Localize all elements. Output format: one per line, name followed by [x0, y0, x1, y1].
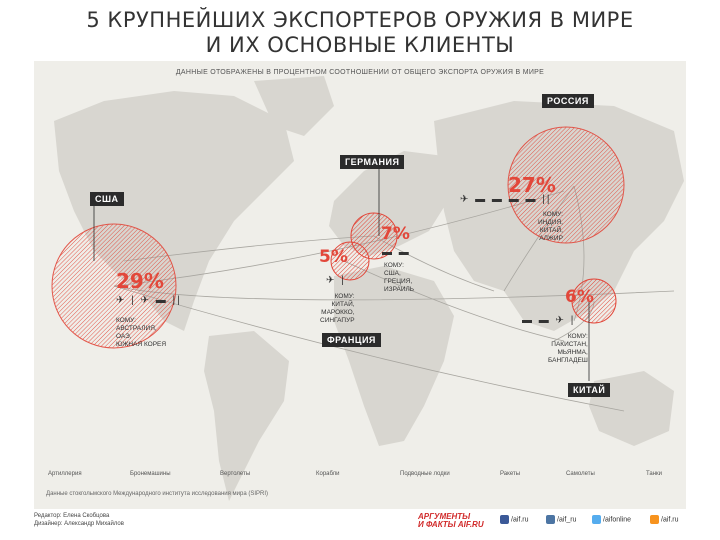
page-title: 5 КРУПНЕЙШИХ ЭКСПОРТЕРОВ ОРУЖИЯ В МИРЕ [86, 8, 634, 32]
vk-icon [546, 515, 555, 524]
legend-helicopters: Вертолеты [220, 471, 251, 477]
editor-credit: Редактор: Елена Скобцова [34, 513, 110, 519]
tag-leaders [93, 169, 590, 381]
china-percent: 6% [565, 287, 594, 307]
africa [334, 266, 454, 446]
source-note: Данные стокгольмского Международного инс… [46, 491, 269, 497]
map-subtitle: ДАННЫЕ ОТОБРАЖЕНЫ В ПРОЦЕНТНОМ СООТНОШЕН… [175, 69, 545, 76]
russia-clients: КОМУ: ИНДИЯ, КИТАЙ, АЛЖИР [538, 211, 563, 242]
tag-russia: РОССИЯ [542, 94, 594, 108]
germany-clients: КОМУ: США, ГРЕЦИЯ, ИЗРАИЛЬ [384, 262, 415, 293]
facebook-icon [500, 515, 509, 524]
tag-france: ФРАНЦИЯ [322, 333, 381, 347]
france-percent: 5% [319, 247, 348, 267]
legend-armored: Бронемашины [130, 471, 171, 477]
legend-tanks: Танки [646, 471, 663, 477]
tag-germany: ГЕРМАНИЯ [340, 155, 405, 169]
germany-percent: 7% [381, 224, 410, 244]
tag-usa: США [90, 192, 124, 206]
south-america [204, 331, 289, 501]
usa-weapon-icons: ✈ | ✈ ▬ || [116, 295, 182, 306]
designer-credit: Дизайнер: Александр Михайлов [34, 521, 124, 527]
legend-submarines: Подводные лодки [400, 471, 450, 477]
map-graphic [51, 76, 684, 501]
greenland [254, 76, 334, 136]
france-weapon-icons: ✈ | [326, 275, 346, 286]
tag-china: КИТАЙ [568, 383, 611, 397]
legend: Артиллерия Бронемашины Вертолеты Корабли… [34, 469, 686, 483]
russia-weapon-icons: ✈ ▬ ▬ ▬ ▬ || [460, 194, 552, 205]
germany-weapon-icons: ▬ ▬ [382, 247, 411, 258]
legend-missiles: Ракеты [500, 471, 521, 477]
twitter-icon [592, 515, 601, 524]
page-title-line2: И ИХ ОСНОВНЫЕ КЛИЕНТЫ [205, 33, 515, 57]
social-odnoklassniki[interactable]: /aif.ru [650, 515, 679, 524]
odnoklassniki-icon [650, 515, 659, 524]
usa-percent: 29% [116, 269, 164, 293]
usa-clients: КОМУ: АВСТРАЛИЯ, ОАЭ, ЮЖНАЯ КОРЕЯ [116, 317, 167, 348]
social-facebook[interactable]: /aif.ru [500, 515, 529, 524]
france-clients: КОМУ: КИТАЙ, МАРОККО, СИНГАПУР [320, 293, 355, 324]
legend-aircraft: Самолеты [566, 471, 595, 477]
legend-ships: Корабли [316, 471, 340, 477]
france-circle [330, 241, 370, 281]
china-circle [571, 278, 617, 324]
social-vk[interactable]: /aif_ru [546, 515, 576, 524]
russia-percent: 27% [508, 173, 556, 197]
china-weapon-icons: ▬ ▬ ✈ | [522, 315, 576, 326]
usa-circle [51, 223, 177, 349]
china-clients: КОМУ: ПАКИСТАН, МЬЯНМА, БАНГЛАДЕШ [548, 333, 588, 364]
legend-artillery: Артиллерия [48, 471, 82, 477]
russia-circle [507, 126, 625, 244]
world-map: ДАННЫЕ ОТОБРАЖЕНЫ В ПРОЦЕНТНОМ СООТНОШЕН… [34, 61, 686, 509]
credits: Редактор: Елена Скобцова Дизайнер: Алекс… [34, 512, 124, 528]
social-twitter[interactable]: /aifonline [592, 515, 631, 524]
aif-logo: АРГУМЕНТЫ И ФАКТЫ AIF.RU [418, 512, 484, 529]
